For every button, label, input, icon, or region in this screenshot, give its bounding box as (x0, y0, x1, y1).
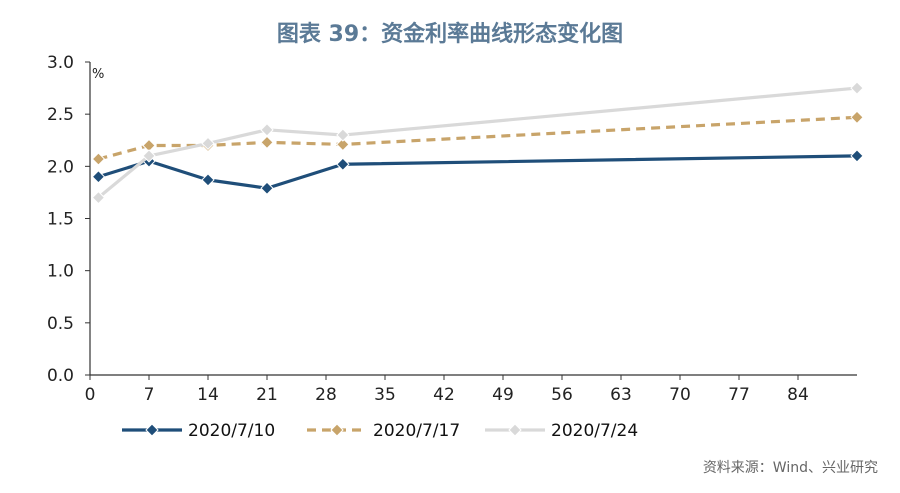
x-tick-label: 56 (551, 385, 573, 405)
y-tick-label: 0.0 (47, 366, 74, 386)
y-tick-label: 1.0 (47, 262, 74, 282)
data-point-marker (201, 173, 215, 187)
legend-marker (508, 423, 522, 437)
x-tick-label: 42 (433, 385, 455, 405)
x-tick-label: 70 (669, 385, 691, 405)
data-point-marker (260, 181, 274, 195)
source-note: 资料来源：Wind、兴业研究 (702, 460, 878, 476)
y-tick-label: 0.5 (47, 314, 74, 334)
data-point-marker (201, 136, 215, 151)
data-point-marker (91, 152, 106, 166)
x-tick-label: 63 (610, 385, 632, 405)
x-tick-label: 35 (374, 385, 396, 405)
y-tick-label: 2.5 (47, 105, 74, 125)
legend-item: 2020/7/24 (485, 421, 638, 441)
x-tick-label: 21 (256, 385, 278, 405)
legend-label: 2020/7/24 (551, 421, 638, 441)
x-tick-label: 7 (144, 385, 155, 405)
data-point-marker (850, 149, 864, 163)
x-tick-label: 77 (728, 385, 750, 405)
legend-label: 2020/7/17 (373, 421, 460, 441)
legend: 2020/7/10 2020/7/17 2020/7/24 (122, 421, 638, 441)
y-unit-label: % (92, 67, 104, 82)
data-point-marker (91, 170, 106, 184)
series-line (97, 154, 858, 190)
x-tick-label: 84 (787, 385, 809, 405)
y-tick-label: 3.0 (47, 53, 74, 73)
legend-label: 2020/7/10 (188, 421, 275, 441)
data-point-marker (260, 123, 274, 137)
axes: 0.0 0.5 1.0 1.5 2.0 2.5 3.0% 0 7 14 21 28 35 42 49 56 63… (47, 53, 857, 405)
data-point-marker (91, 190, 106, 205)
data-point-marker (336, 128, 350, 142)
legend-marker (330, 423, 344, 437)
x-tick-label: 0 (85, 385, 96, 405)
series-line (97, 86, 858, 199)
data-point-marker (142, 149, 156, 163)
data-point-marker (850, 110, 864, 125)
data-point-marker (850, 81, 864, 95)
legend-marker (145, 423, 159, 437)
x-tick-label: 14 (197, 385, 219, 405)
chart-title: 图表 39：资金利率曲线形态变化图 (276, 22, 624, 47)
series-1 (91, 149, 864, 195)
data-point-marker (260, 135, 274, 150)
x-tick-label: 28 (315, 385, 337, 405)
legend-item: 2020/7/17 (307, 421, 460, 441)
y-tick-label: 1.5 (47, 210, 74, 230)
x-tick-label: 49 (492, 385, 514, 405)
series-3 (91, 81, 864, 205)
legend-item: 2020/7/10 (122, 421, 275, 441)
series-layer (91, 81, 864, 205)
y-tick-label: 2.0 (47, 157, 74, 177)
data-point-marker (336, 137, 350, 152)
data-point-marker (336, 157, 350, 171)
series-line (98, 115, 858, 161)
